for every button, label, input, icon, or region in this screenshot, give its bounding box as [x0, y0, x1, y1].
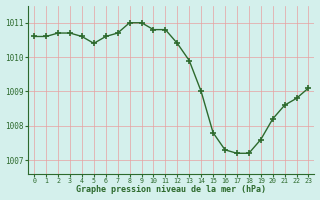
- X-axis label: Graphe pression niveau de la mer (hPa): Graphe pression niveau de la mer (hPa): [76, 185, 266, 194]
